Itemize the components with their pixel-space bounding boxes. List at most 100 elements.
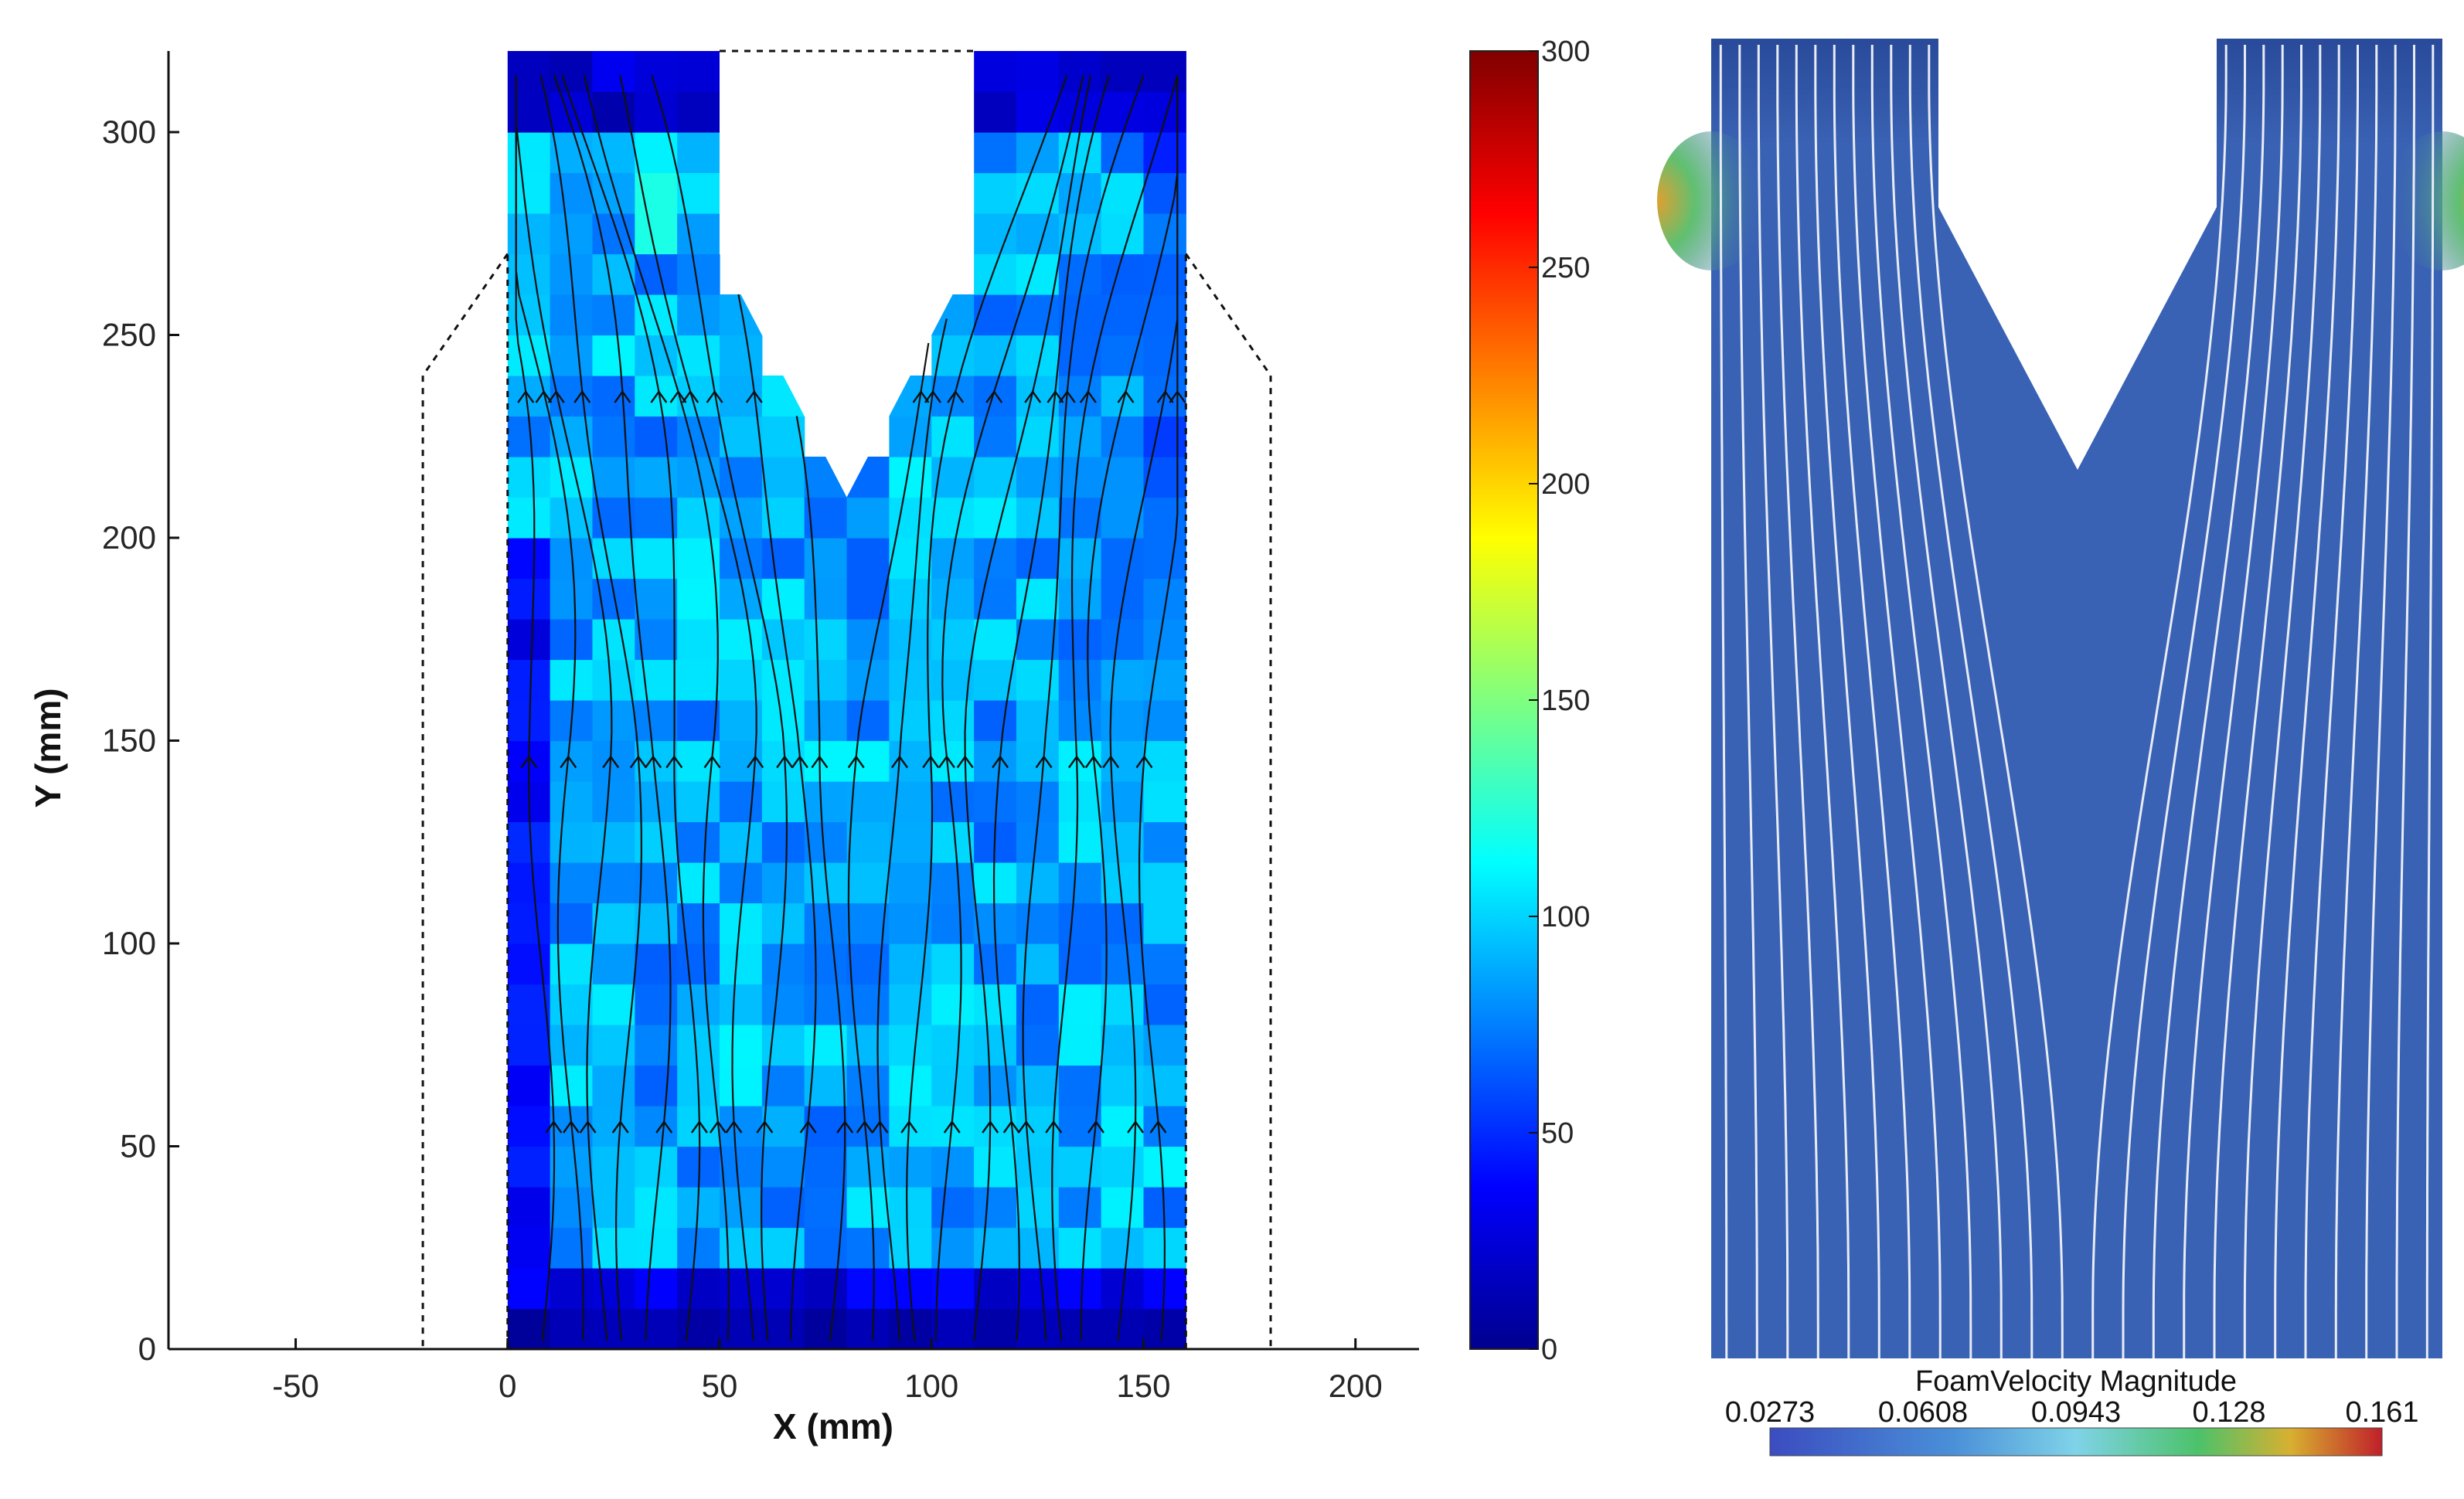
heatmap-cell [1101,781,1145,823]
heatmap-cell [1058,862,1102,904]
heatmap-cell [846,1065,890,1106]
streamline-arrow [847,755,865,769]
heatmap-cell [592,943,635,985]
y-tick-label: 150 [102,722,156,759]
heatmap-cell [677,1308,720,1350]
streamline-arrow [791,755,808,769]
heatmap-cell [720,538,763,580]
heatmap-cell [1016,740,1060,782]
heatmap-cells [507,51,1186,1350]
streamline-arrow [1127,1120,1145,1134]
heatmap-cell [1143,213,1186,255]
streamline-arrow [811,755,829,769]
heatmap-cell [720,1025,763,1066]
streamline-arrow [1068,755,1085,769]
heatmap-cell [1016,132,1060,174]
heatmap-cell [1058,984,1102,1025]
heatmap-cell [1058,578,1102,620]
y-tick-label: 300 [102,114,156,150]
heatmap-cell [846,821,890,863]
heatmap-cell [846,1268,890,1310]
heatmap-cell [889,1308,932,1350]
heatmap-cell [761,1308,805,1350]
heatmap-cell [804,700,848,742]
heatmap-cell [635,1106,678,1147]
heatmap-cell [889,902,932,944]
heatmap-cell [1058,1268,1102,1310]
heatmap-cell [761,862,805,904]
heatmap-cell [677,821,720,863]
heatmap-cell [635,213,678,255]
heatmap-cell [1101,213,1145,255]
heatmap-cell [677,1227,720,1269]
heatmap-cell [592,376,635,417]
heatmap-cell [931,821,975,863]
streamline-arrow [1035,755,1053,769]
heatmap-cell [931,862,975,904]
heatmap-cell [1101,538,1145,580]
sim-colorbar-tick-label: 0.0608 [1878,1396,1968,1429]
streamline-arrow [900,1120,918,1134]
heatmap-cell [1058,659,1102,701]
heatmap-cell [804,619,848,661]
streamline-arrow [1079,389,1097,403]
sim-colorbar-ticks: 0.0273 0.0608 0.0943 0.128 0.161 [1725,1396,2419,1429]
heatmap-cell [1101,1308,1145,1350]
axes: -50 0 50 100 150 200 0 50 100 150 200 250 300 [102,51,1419,1404]
heatmap-cell [931,1025,975,1066]
heatmap-cell [507,172,551,214]
streamline-arrow [912,389,930,403]
heatmap-cell [592,51,635,93]
heatmap-cell [1143,497,1186,539]
sim-streamline [1908,45,2033,1358]
heatmap-cell [1143,659,1186,701]
heatmap-cell [1101,457,1145,498]
colorbar-tick-label: 250 [1541,252,1590,284]
sim-streamline [2304,45,2359,1358]
heatmap-cell [1016,862,1060,904]
sim-shade-right [2217,39,2442,147]
heatmap-cell [720,1065,763,1106]
heatmap-cell [846,1308,890,1350]
heatmap-cell [550,821,594,863]
heatmap-cell [889,578,932,620]
heatmap-cell [1016,253,1060,295]
streamline [539,75,643,1341]
heatmap-cell [974,740,1017,782]
streamline-arrow [669,389,687,403]
heatmap-cell [846,943,890,985]
heatmap-cell [720,1308,763,1350]
heatmap-cell [1143,619,1186,661]
heatmap-cell [804,943,848,985]
heatmap-cell [1058,902,1102,944]
heatmap-cell [677,862,720,904]
heatmap-cell [931,497,975,539]
heatmap-cell [1101,1146,1145,1188]
heatmap-cell [592,416,635,457]
heatmap-cell [1101,943,1145,985]
heatmap-cell [804,578,848,620]
heatmap-cell [1016,943,1060,985]
streamline [964,75,1092,1341]
streamline [992,75,1110,1341]
heatmap-cell [889,984,932,1025]
heatmap-cell [974,578,1017,620]
x-tick-label: 0 [499,1368,516,1404]
heatmap-cell [507,578,551,620]
heatmap-cell [720,457,763,498]
heatmap-cell [974,1227,1017,1269]
heatmap-cell [1101,294,1145,336]
heatmap-cell [592,335,635,376]
streamline-arrow [871,1120,889,1134]
heatmap-cell [635,578,678,620]
heatmap-cell [974,376,1017,417]
heatmap-cell [1058,457,1102,498]
streamline-arrow [836,1120,854,1134]
streamline-arrow [602,755,620,769]
heatmap-cell [931,1187,975,1229]
sim-streamline [2183,45,2284,1358]
heatmap-cell [1058,700,1102,742]
streamline-arrow [682,389,699,403]
heatmap-cell [804,740,848,782]
sim-colorbar-gradient [1769,1427,2383,1457]
